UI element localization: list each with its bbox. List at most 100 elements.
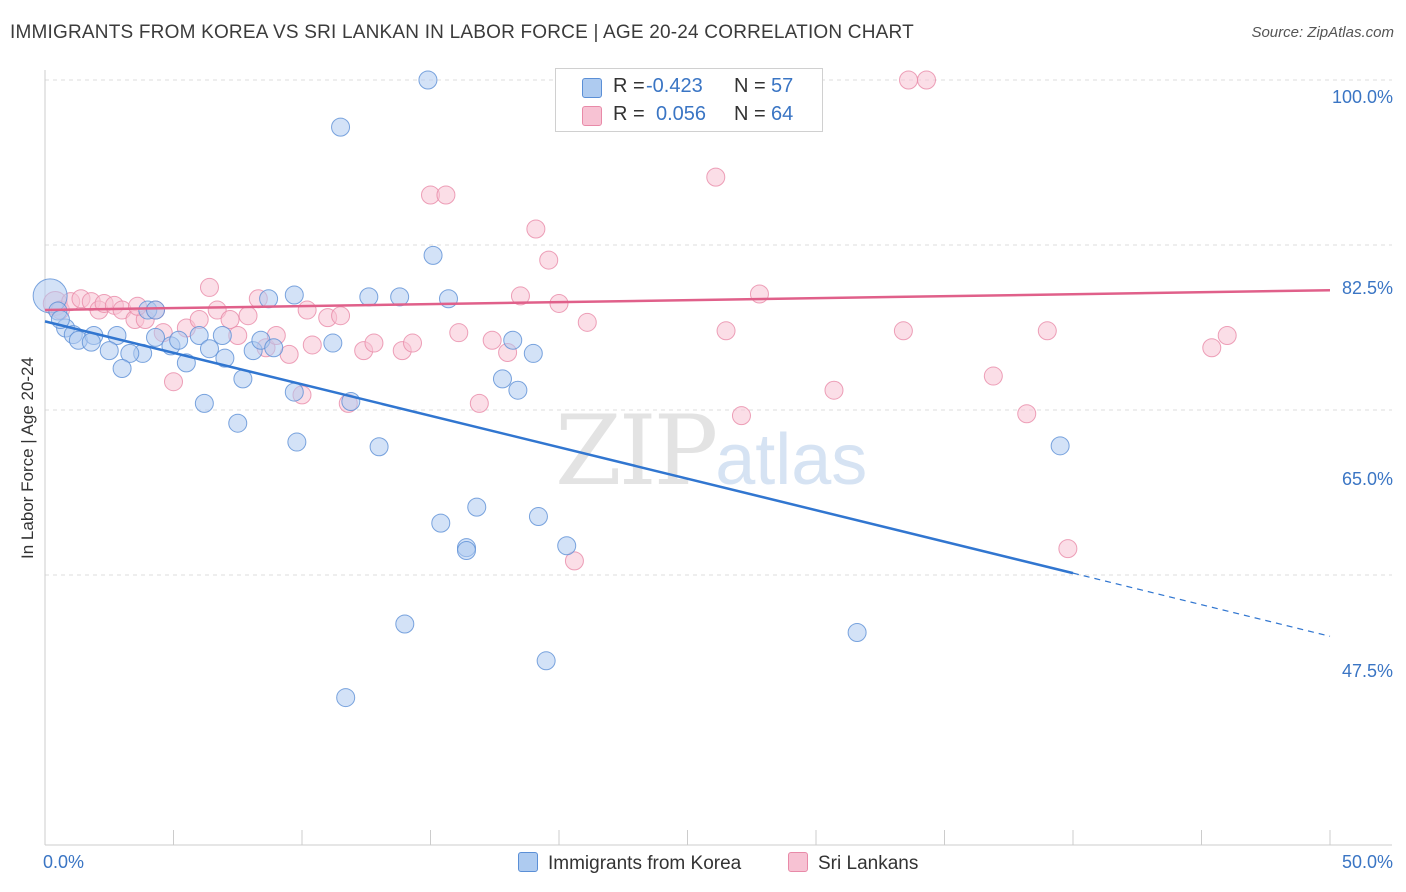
korea-n-value: 57: [771, 75, 794, 97]
sri-point-16: [199, 277, 219, 297]
y-tick-100: 100.0%: [1331, 87, 1393, 107]
sri-point-57: [1037, 321, 1057, 341]
korea-point-30: [323, 333, 343, 353]
korea-point-7: [81, 332, 101, 352]
sri-point-40: [526, 219, 546, 239]
sri-point-15: [189, 309, 209, 329]
watermark-zip: ZIP: [555, 395, 718, 507]
sri-point-62: [510, 286, 530, 306]
korea-point-29: [287, 432, 307, 452]
korea-point-35: [423, 245, 443, 265]
sri-point-44: [577, 312, 597, 332]
korea-point-39: [431, 513, 451, 533]
korea-legend-swatch: [518, 852, 538, 872]
korea-point-53: [1050, 436, 1070, 456]
korea-point-10: [120, 343, 140, 363]
korea-point-50: [395, 614, 415, 634]
korea-point-38: [331, 117, 351, 137]
legend-item-sri: Sri Lankans: [788, 852, 918, 875]
chart-title: IMMIGRANTS FROM KOREA VS SRI LANKAN IN L…: [10, 22, 914, 43]
sri-point-33: [403, 333, 423, 353]
sri-point-56: [1017, 404, 1037, 424]
sri-n-label: N =: [734, 103, 766, 125]
legend-row-korea: R = -0.423 N = 57: [556, 73, 822, 101]
sri-point-59: [1202, 338, 1222, 358]
korea-point-8: [99, 341, 119, 361]
sri-point-53: [899, 70, 919, 90]
sri-point-47: [706, 167, 726, 187]
sri-point-28: [331, 306, 351, 326]
korea-point-51: [336, 688, 356, 708]
korea-trend-extension: [1072, 572, 1331, 637]
series-legend: Immigrants from Korea Sri Lankans: [0, 852, 1406, 878]
korea-point-47: [528, 507, 548, 527]
korea-trend-line: [44, 320, 1074, 575]
y-axis-label: In Labor Force | Age 20-24: [18, 357, 37, 559]
korea-point-23: [228, 413, 248, 433]
korea-point-46: [523, 343, 543, 363]
sri-point-55: [983, 366, 1003, 386]
x-tick-50: 50.0%: [1341, 852, 1393, 872]
y-tick-65: 65.0%: [1341, 469, 1393, 489]
korea-swatch: [582, 78, 602, 98]
korea-point-32: [359, 287, 379, 307]
sri-point-52: [893, 321, 913, 341]
korea-point-11: [112, 359, 132, 379]
sri-point-13: [164, 372, 183, 392]
korea-point-55: [146, 300, 166, 320]
korea-point-28: [284, 382, 304, 402]
sri-legend-label: Sri Lankans: [818, 853, 919, 874]
korea-point-44: [503, 330, 523, 350]
stats-legend: R = -0.423 N = 57 R = 0.056 N = 64: [555, 68, 823, 132]
sri-n-value: 64: [771, 103, 794, 125]
sri-swatch: [582, 106, 602, 126]
y-tick-82-5: 82.5%: [1341, 278, 1393, 298]
sri-point-35: [436, 185, 456, 205]
korea-point-13: [146, 327, 166, 347]
korea-r-value: -0.423: [646, 75, 703, 97]
source-label: Source: ZipAtlas.com: [1251, 24, 1394, 41]
korea-point-33: [369, 437, 389, 457]
korea-point-43: [492, 369, 512, 389]
sri-point-38: [482, 330, 502, 350]
zipatlas-watermark: ZIPatlas: [555, 395, 867, 507]
korea-point-34: [390, 287, 410, 307]
korea-point-45: [508, 380, 528, 400]
y-tick-47-5: 47.5%: [1341, 661, 1393, 681]
korea-r-label: R =: [613, 75, 645, 97]
sri-point-51: [824, 380, 844, 400]
sri-point-18: [220, 309, 240, 329]
korea-point-18: [199, 339, 219, 359]
korea-point-41: [456, 540, 476, 560]
korea-point-37: [418, 70, 438, 90]
korea-point-27: [264, 338, 284, 358]
watermark-atlas: atlas: [715, 420, 868, 500]
korea-legend-label: Immigrants from Korea: [548, 853, 742, 874]
sri-r-label: R =: [613, 103, 645, 125]
sri-point-31: [364, 333, 384, 353]
korea-point-20: [215, 348, 235, 368]
sri-point-60: [1217, 326, 1237, 346]
sri-r-value: 0.056: [656, 103, 707, 125]
legend-row-sri: R = 0.056 N = 64: [556, 101, 822, 129]
korea-point-17: [189, 326, 209, 346]
korea-point-21: [212, 326, 232, 346]
sri-point-61: [297, 300, 317, 320]
sri-point-54: [917, 70, 937, 90]
sri-point-20: [238, 306, 258, 326]
korea-n-label: N =: [734, 75, 766, 97]
sri-point-58: [1058, 539, 1078, 559]
sri-point-48: [716, 321, 736, 341]
korea-point-48: [536, 651, 556, 671]
sri-point-26: [302, 335, 322, 355]
korea-point-19: [194, 393, 214, 413]
sri-point-17: [207, 300, 227, 320]
sri-point-37: [469, 393, 489, 413]
sri-trend-line: [44, 289, 1331, 312]
sri-point-43: [564, 551, 584, 571]
korea-point-42: [467, 497, 487, 517]
korea-point-49: [557, 536, 577, 556]
korea-point-54: [284, 285, 304, 305]
korea-point-15: [169, 330, 189, 350]
